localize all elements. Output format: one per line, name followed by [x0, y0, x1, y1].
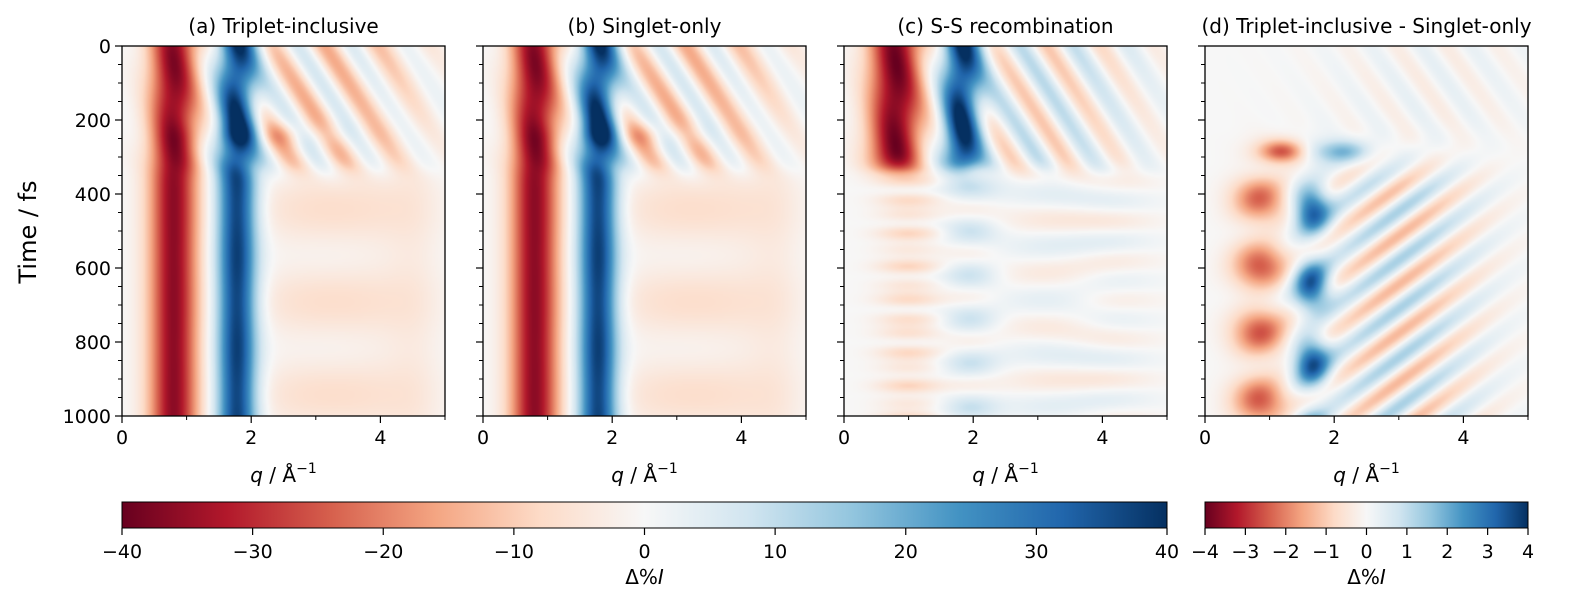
x-tick-label: 4: [374, 427, 386, 449]
panel-a: (a) Triplet-inclusive 0 2 4 0 200 400 600 800 100…: [63, 14, 446, 487]
x-tick-label: 2: [245, 427, 257, 449]
colorbar-diff-label: Δ%I: [1347, 565, 1386, 589]
colorbar-tick-label: 10: [763, 541, 787, 563]
colorbar-tick-label: 1: [1401, 541, 1413, 563]
x-tick-label: 0: [838, 427, 850, 449]
heatmap-a: [122, 46, 445, 416]
y-tick-label: 800: [75, 332, 111, 354]
heatmap-c: [844, 46, 1167, 416]
panel-c: (c) S-S recombination 0 2 4 q / Å−1: [837, 14, 1168, 487]
colorbar-diff: [1204, 501, 1529, 529]
x-axis-label-c: q / Å−1: [972, 461, 1038, 487]
panel-title-b: (b) Singlet-only: [568, 14, 722, 38]
y-tick-label: 200: [75, 110, 111, 132]
colorbar-tick-label: 0: [1360, 541, 1372, 563]
y-axis-label: Time / fs: [14, 180, 42, 284]
x-tick-label: 0: [116, 427, 128, 449]
panel-b: (b) Singlet-only 0 2 4 q / Å−1: [476, 14, 807, 487]
colorbars: Δ%I Δ%I −40 −30 −20 −10 0 10 20 30 40 −4 −3 −2 −1 0 1 2…: [102, 501, 1534, 589]
panel-title-a: (a) Triplet-inclusive: [188, 14, 378, 38]
x-tick-label: 0: [477, 427, 489, 449]
x-tick-label: 4: [1457, 427, 1469, 449]
x-axis-label-d: q / Å−1: [1333, 461, 1399, 487]
heatmap-d: [1205, 46, 1528, 416]
colorbar-main-label: Δ%I: [625, 565, 664, 589]
panel-title-d: (d) Triplet-inclusive - Singlet-only: [1201, 14, 1531, 38]
colorbar-tick-label: −20: [363, 541, 403, 563]
x-tick-label: 4: [735, 427, 747, 449]
colorbar-tick-label: 20: [894, 541, 918, 563]
y-tick-label: 1000: [63, 406, 111, 428]
y-tick-label: 400: [75, 184, 111, 206]
x-tick-label: 4: [1096, 427, 1108, 449]
colorbar-tick-label: 40: [1155, 541, 1179, 563]
y-tick-label: 600: [75, 258, 111, 280]
x-tick-label: 2: [606, 427, 618, 449]
heatmap-b: [483, 46, 806, 416]
x-axis-label-a: q / Å−1: [250, 461, 316, 487]
x-tick-label: 2: [967, 427, 979, 449]
x-tick-label: 0: [1199, 427, 1211, 449]
y-tick-label: 0: [99, 36, 111, 58]
colorbar-tick-label: −1: [1312, 541, 1340, 563]
colorbar-tick-label: −30: [233, 541, 273, 563]
colorbar-tick-label: −2: [1272, 541, 1300, 563]
colorbar-tick-label: −3: [1231, 541, 1259, 563]
colorbar-tick-label: 3: [1482, 541, 1494, 563]
panel-d: (d) Triplet-inclusive - Singlet-only 0 2 4 q…: [1198, 14, 1532, 487]
colorbar-tick-label: −10: [494, 541, 534, 563]
colorbar-tick-label: 4: [1522, 541, 1534, 563]
panel-title-c: (c) S-S recombination: [897, 14, 1113, 38]
colorbar-tick-label: −4: [1191, 541, 1219, 563]
colorbar-tick-label: 0: [638, 541, 650, 563]
colorbar-tick-label: 30: [1024, 541, 1048, 563]
x-tick-label: 2: [1328, 427, 1340, 449]
colorbar-tick-label: −40: [102, 541, 142, 563]
x-axis-label-b: q / Å−1: [611, 461, 677, 487]
colorbar-tick-label: 2: [1441, 541, 1453, 563]
colorbar-main: [121, 501, 1168, 529]
